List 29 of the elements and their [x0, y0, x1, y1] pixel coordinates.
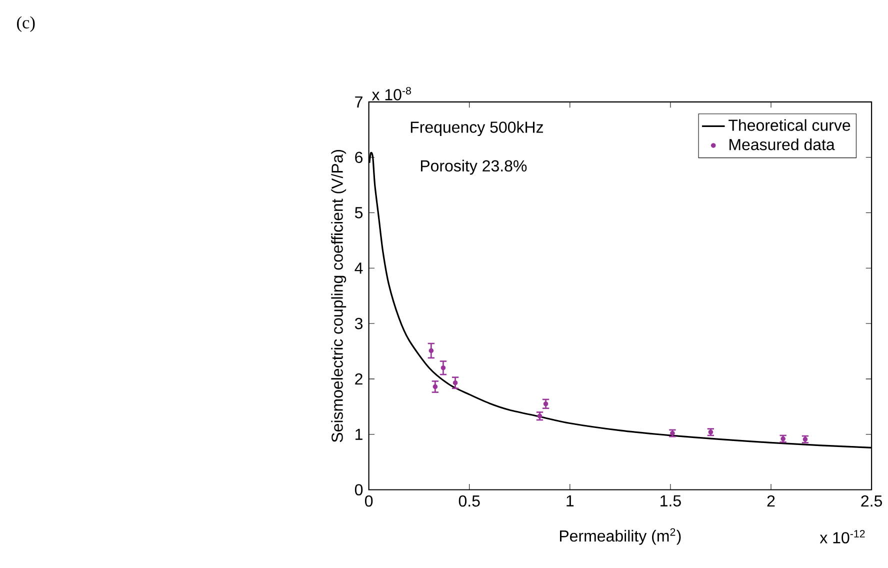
x-tick-label: 1	[566, 495, 574, 506]
legend-label: Theoretical curve	[728, 119, 850, 132]
point	[670, 430, 675, 436]
text: x 10$^{-8}$	[372, 87, 411, 100]
y-tick-label: 4	[354, 262, 363, 274]
x-tick-label: 2	[767, 495, 775, 507]
y-axis-title: Seismoelectric coupling coefficient (V/Pa)	[331, 150, 346, 442]
x-tick-label: 1.5	[660, 495, 681, 507]
y-tick-label: 7	[355, 96, 362, 108]
y-tick-label: 0	[354, 484, 363, 496]
y-tick-label: 1	[356, 428, 362, 440]
text: x 10$^{-12}$	[820, 530, 865, 544]
text: (c)	[17, 16, 35, 32]
y-tick-label: 3	[354, 318, 363, 330]
point	[452, 380, 458, 386]
point	[432, 384, 438, 390]
y-tick-label: 5	[354, 207, 363, 218]
legend-label: Measured data	[730, 138, 835, 150]
x-tick-label: 0.5	[458, 495, 480, 507]
x-tick-label: 2.5	[861, 495, 882, 507]
annotation: Frequency 500kHz	[410, 121, 543, 136]
point	[428, 348, 434, 354]
y-tick-label: 2	[355, 374, 362, 385]
point	[440, 366, 446, 370]
x-tick-label: 0	[365, 495, 373, 507]
y-tick-label: 6	[355, 152, 363, 164]
x-axis-title: Permeability (m$^{2}$)	[560, 528, 681, 545]
point	[537, 414, 542, 419]
annotation: Porosity 23.8%	[420, 160, 527, 175]
